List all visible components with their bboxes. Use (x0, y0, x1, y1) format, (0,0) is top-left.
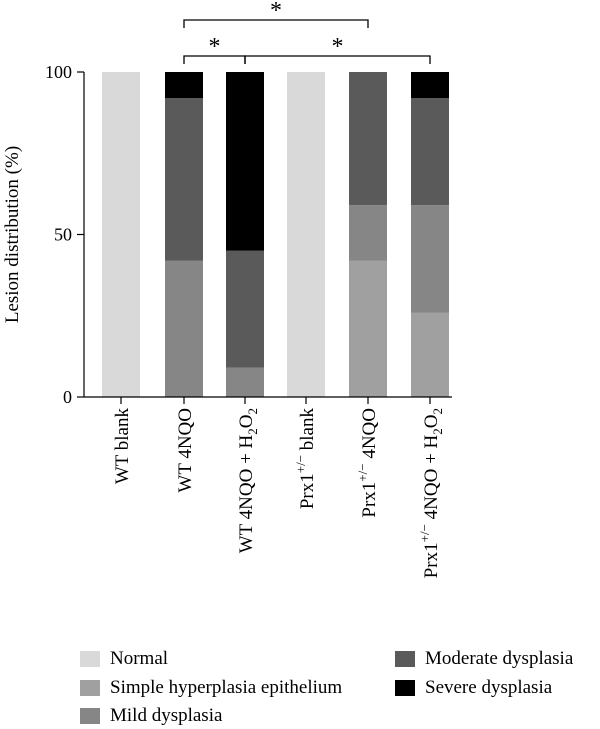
x-tick-label-4: Prx1+/− 4NQO (355, 408, 380, 518)
legend-swatch-moderate-dysplasia (395, 651, 415, 667)
bar-seg-2-moderate-dysplasia (226, 250, 264, 368)
sig-bracket-wt4nqo-vs-prx1-4nqo-star: * (270, 0, 282, 24)
legend-label-simple-hyperplasia: Simple hyperplasia epithelium (110, 677, 343, 698)
bar-seg-5-simple-hyperplasia-epithelium (411, 312, 449, 397)
bar-seg-1-severe-dysplasia (165, 72, 203, 98)
legend-swatch-normal (80, 651, 100, 667)
legend-swatch-simple-hyperplasia (80, 680, 100, 696)
y-tick-label-100: 100 (45, 62, 72, 82)
bar-seg-1-mild-dysplasia (165, 260, 203, 397)
sig-bracket-wt4nqoh2o2-vs-prx1-4nqoh2o2 (244, 55, 431, 64)
legend-item-mild-dysplasia: Mild dysplasia (80, 705, 222, 727)
bar-seg-5-moderate-dysplasia (411, 98, 449, 206)
y-tick-label-0: 0 (63, 387, 72, 407)
x-tick-label-2: WT 4NQO + H2O2 (236, 408, 260, 553)
bar-seg-4-simple-hyperplasia-epithelium (349, 260, 387, 397)
legend-item-normal: Normal (80, 648, 168, 670)
bar-seg-4-moderate-dysplasia (349, 72, 387, 206)
x-tick-label-0: WT blank (112, 408, 133, 485)
bar-seg-4-mild-dysplasia (349, 205, 387, 261)
sig-bracket-wt4nqo-vs-prx1-4nqo (183, 19, 369, 28)
legend-label-severe-dysplasia: Severe dysplasia (425, 677, 553, 698)
legend-label-mild-dysplasia: Mild dysplasia (110, 705, 223, 726)
stacked-bar-chart: 0 50 100 Lesion distribution (%) WT blank WT … (2, 0, 452, 578)
legend-label-normal: Normal (110, 648, 169, 669)
bar-seg-1-moderate-dysplasia (165, 98, 203, 261)
y-axis-title: Lesion distribution (%) (2, 146, 23, 323)
bar-seg-2-mild-dysplasia (226, 367, 264, 397)
legend-item-simple-hyperplasia: Simple hyperplasia epithelium (80, 677, 342, 699)
x-tick-label-1: WT 4NQO (175, 408, 196, 493)
legend-swatch-severe-dysplasia (395, 680, 415, 696)
sig-bracket-wt4nqo-vs-wt4nqoh2o2-star: * (209, 34, 221, 60)
x-tick-label-3: Prx1+/− blank (293, 408, 318, 510)
bar-seg-2-severe-dysplasia (226, 72, 264, 251)
y-tick-label-50: 50 (54, 225, 72, 245)
sig-bracket-wt4nqoh2o2-vs-prx1-4nqoh2o2-star: * (332, 34, 344, 60)
bar-seg-0-normal (102, 72, 140, 397)
x-tick-label-5: Prx1+/− 4NQO + H2O2 (417, 408, 445, 578)
legend-item-severe-dysplasia: Severe dysplasia (395, 677, 552, 699)
legend-label-moderate-dysplasia: Moderate dysplasia (425, 648, 574, 669)
bar-seg-5-severe-dysplasia (411, 72, 449, 98)
bar-seg-3-normal (287, 72, 325, 397)
bar-seg-5-mild-dysplasia (411, 205, 449, 313)
legend-item-moderate-dysplasia: Moderate dysplasia (395, 648, 573, 670)
legend-swatch-mild-dysplasia (80, 708, 100, 724)
